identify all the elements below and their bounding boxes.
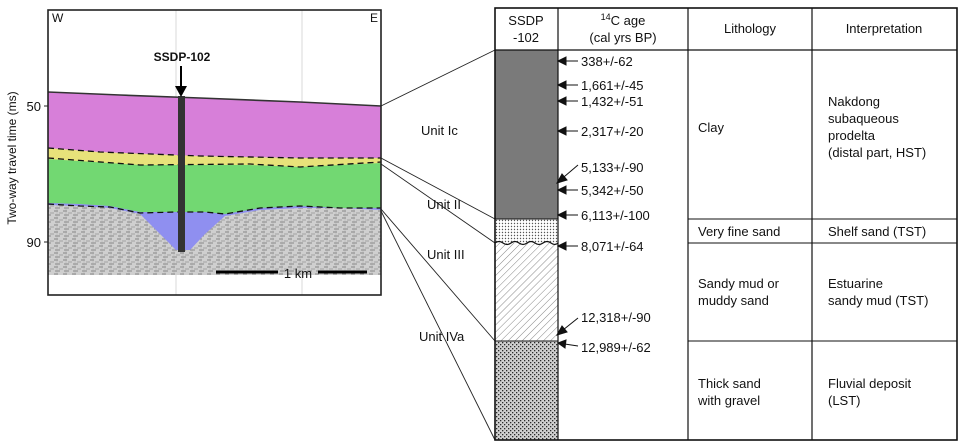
west-label: W [52,11,64,25]
header-age-line2: (cal yrs BP) [589,30,656,45]
interp-row-1-line3: prodelta [828,128,876,143]
correlation-line [380,49,496,107]
east-label: E [370,11,378,25]
correlation-line [380,163,496,244]
seismic-noise-zone [48,203,381,275]
litho-sandy-mud [495,243,558,341]
interp-row-3-line2: sandy mud (TST) [828,293,928,308]
age-label: 6,113+/-100 [581,208,650,223]
age-arrows [555,56,579,349]
scale-label: 1 km [284,266,312,281]
lithology-row-4-line2: with gravel [697,393,760,408]
interp-row-1-line2: subaqueous [828,111,899,126]
interp-row-4-line2: (LST) [828,393,861,408]
horizon-ic-ii [47,147,381,159]
lithology-row-3-line1: Sandy mud or [698,276,780,291]
unit-label-ic: Unit Ic [421,123,458,138]
age-label: 12,318+/-90 [581,310,651,325]
age-label: 1,432+/-51 [581,94,644,109]
age-label: 338+/-62 [581,54,633,69]
table-frame [494,7,958,441]
header-core-line1: SSDP [508,13,543,28]
correlation-line [380,157,496,220]
interp-row-3-line1: Estuarine [828,276,883,291]
unit-ii-fill [48,148,381,167]
age-labels: 338+/-62 1,661+/-45 1,432+/-51 2,317+/-2… [581,54,651,355]
seabed-reflector [47,91,382,107]
age-label: 5,133+/-90 [581,160,644,175]
header-age-superscript: 14 [601,12,611,22]
lithology-row-1: Clay [698,120,725,135]
unit-ic-fill [48,92,381,158]
y-tick-90: 90 [27,235,41,250]
core-arrow-head [175,86,187,97]
age-label: 12,989+/-62 [581,340,651,355]
erosion-surface [494,240,559,246]
seismic-frame [47,9,382,296]
header-age-text: C age [611,13,646,28]
core-ssdp-102 [178,96,185,252]
age-label: 2,317+/-20 [581,124,644,139]
header-core-line2: -102 [513,30,539,45]
lithology-row-3-line2: muddy sand [698,293,769,308]
header-lithology: Lithology [724,21,777,36]
correlation-lines [380,49,496,441]
litho-gravelly-sand [495,341,558,440]
lithology-row-2: Very fine sand [698,224,780,239]
horizon-ii-iii [47,157,382,168]
y-tick-50: 50 [27,99,41,114]
interp-row-4-line1: Fluvial deposit [828,376,911,391]
age-label: 5,342+/-50 [581,183,644,198]
correlation-line [380,210,496,441]
water-column [48,10,381,99]
header-interpretation: Interpretation [846,21,923,36]
interp-row-2: Shelf sand (TST) [828,224,926,239]
horizon-iii-iva [47,203,381,215]
litho-very-fine-sand [495,219,558,243]
header-age-line1: 14C age [601,12,646,28]
correlation-line [380,208,496,342]
y-axis-label: Two-way travel time (ms) [5,91,19,224]
lithology-row-4-line1: Thick sand [698,376,761,391]
age-label: 1,661+/-45 [581,78,644,93]
interp-row-1-line1: Nakdong [828,94,880,109]
litho-clay [495,50,558,219]
unit-label-iva: Unit IVa [419,329,465,344]
unit-iii-fill [48,158,381,214]
seismic-profile-panel: SSDP-102 W E 1 km 50 90 Two-way travel t… [5,9,382,296]
core-label: SSDP-102 [154,50,211,64]
age-label: 8,071+/-64 [581,239,644,254]
interp-row-1-line4: (distal part, HST) [828,145,926,160]
unit-label-iii: Unit III [427,247,465,262]
unit-label-ii: Unit II [427,197,461,212]
core-log-table: SSDP -102 14C age (cal yrs BP) Lithology… [494,7,958,441]
